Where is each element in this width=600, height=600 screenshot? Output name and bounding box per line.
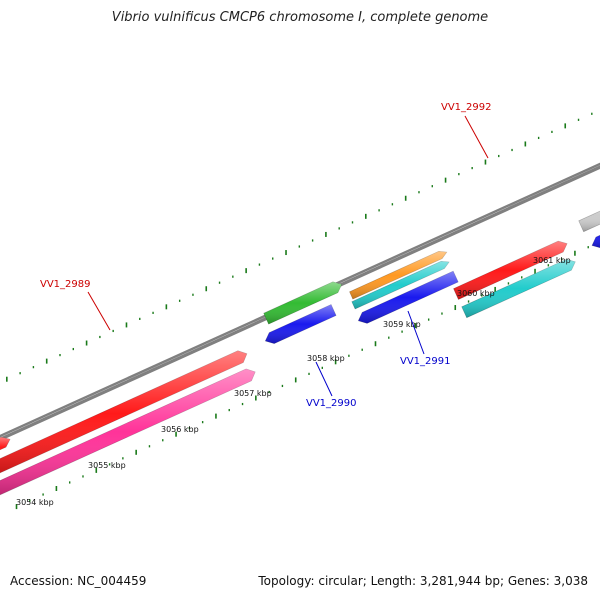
red-gene-left[interactable] xyxy=(0,350,248,477)
blue-gene-edge[interactable] xyxy=(591,216,600,249)
scale-label-3055: 3055 kbp xyxy=(88,461,126,470)
leader-line xyxy=(407,310,425,355)
gene-label-vv1-2991[interactable]: VV1_2991 xyxy=(400,356,451,367)
leader-line xyxy=(315,361,333,397)
scale-label-3058: 3058 kbp xyxy=(307,354,345,363)
scale-label-3054: 3054 kbp xyxy=(16,498,54,507)
cyan-gene-3061[interactable] xyxy=(461,258,576,319)
outer-tick-row xyxy=(15,246,589,510)
red-gene-edge[interactable] xyxy=(0,436,11,457)
scale-label-3060: 3060 kbp xyxy=(457,289,495,298)
features xyxy=(0,199,600,496)
labels: 3054 kbp 3055 kbp 3056 kbp 3057 kbp 3058 kbp… xyxy=(16,102,571,507)
gene-label-vv1-2990[interactable]: VV1_2990 xyxy=(306,398,357,409)
orange-gene-3059[interactable] xyxy=(349,250,448,300)
gray-gene-edge[interactable] xyxy=(578,199,600,233)
green-gene-3058[interactable] xyxy=(263,281,343,325)
scale-label-3061: 3061 kbp xyxy=(533,256,571,265)
red-gene-3061[interactable] xyxy=(453,240,568,300)
scale-label-3056: 3056 kbp xyxy=(161,425,199,434)
scale-label-3059: 3059 kbp xyxy=(383,320,421,329)
page-title: Vibrio vulnificus CMCP6 chromosome I, co… xyxy=(111,10,489,25)
blue-gene-3059[interactable] xyxy=(357,270,459,324)
cyan-gene-3059[interactable] xyxy=(351,260,450,310)
leader-line xyxy=(464,115,489,159)
leader-line xyxy=(87,291,111,331)
blue-gene-3058[interactable] xyxy=(264,304,337,344)
inner-tick-row xyxy=(6,112,593,382)
pink-gene-left[interactable] xyxy=(0,368,256,496)
tick-marks xyxy=(6,112,593,510)
gene-label-vv1-2992[interactable]: VV1_2992 xyxy=(441,102,492,113)
accession-label: Accession: NC_004459 xyxy=(10,574,147,588)
scale-label-3057: 3057 kbp xyxy=(234,389,272,398)
genome-stats: Topology: circular; Length: 3,281,944 bp… xyxy=(258,574,588,588)
gene-label-vv1-2989[interactable]: VV1_2989 xyxy=(40,279,91,290)
